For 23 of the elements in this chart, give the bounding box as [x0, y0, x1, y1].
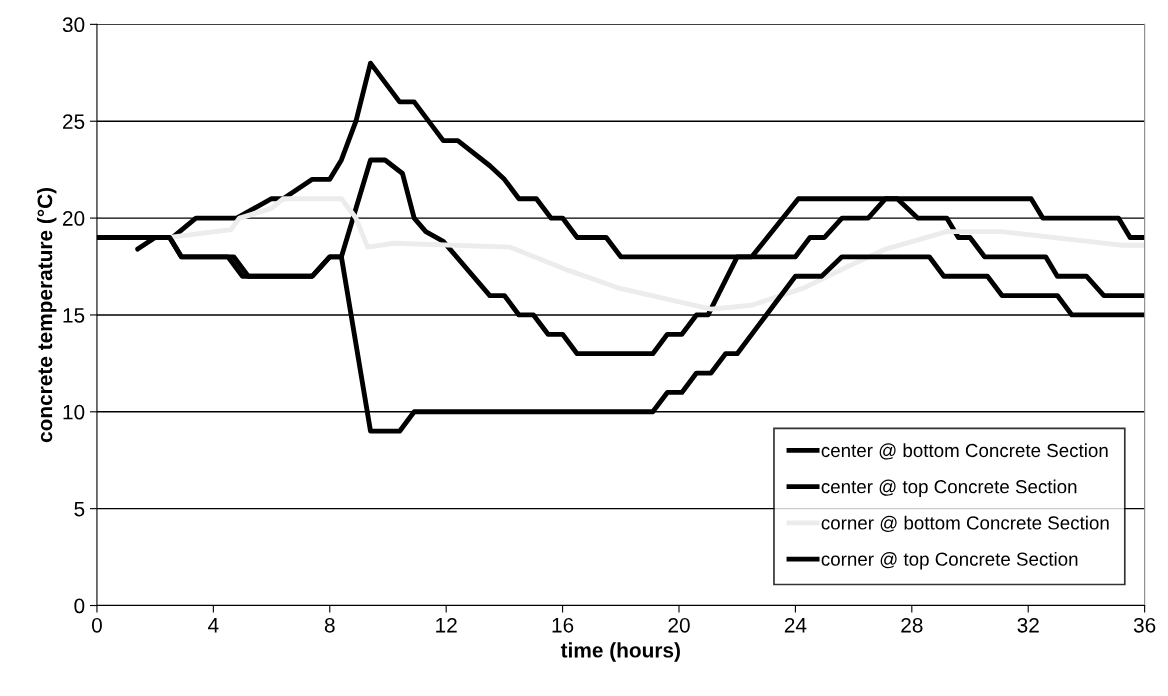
- y-tick-label: 30: [62, 17, 85, 33]
- x-tick-label: 24: [784, 617, 807, 633]
- y-tick-label: 15: [63, 308, 85, 323]
- y-tick-label: 0: [74, 598, 85, 614]
- legend-label: corner @ top Concrete Section: [821, 552, 1078, 570]
- y-axis-title: concrete temperature (°C): [36, 187, 57, 443]
- legend-label: center @ bottom Concrete Section: [821, 443, 1108, 460]
- x-tick-label: 8: [324, 617, 335, 633]
- y-tick-label: 5: [74, 501, 85, 517]
- x-tick-label: 32: [1017, 617, 1039, 633]
- y-tick-label: 25: [63, 114, 85, 129]
- x-tick-label: 20: [668, 617, 690, 633]
- x-tick-label: 36: [1133, 617, 1156, 633]
- legend-label: center @ top Concrete Section: [821, 479, 1077, 498]
- x-tick-label: 0: [91, 617, 102, 633]
- y-tick-label: 20: [63, 211, 85, 226]
- x-tick-label: 12: [436, 617, 457, 633]
- y-tick-label: 10: [63, 404, 85, 420]
- x-tick-label: 28: [901, 617, 923, 633]
- x-tick-label: 16: [552, 617, 574, 633]
- legend-label: corner @ bottom Concrete Section: [821, 515, 1109, 532]
- x-axis-title: time (hours): [560, 642, 680, 662]
- x-tick-label: 4: [208, 618, 219, 633]
